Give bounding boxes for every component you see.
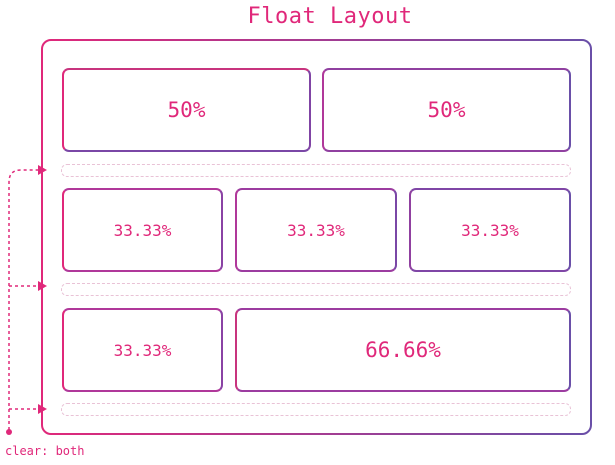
float-cell-50-left: 50% — [62, 68, 311, 152]
clear-origin-dot — [6, 429, 12, 435]
float-cell-33-d: 33.33% — [62, 308, 223, 392]
arrowhead-2 — [38, 281, 47, 291]
cell-label: 66.66% — [365, 338, 441, 362]
clear-connector — [8, 169, 42, 430]
clear-both-label: clear: both — [5, 444, 85, 458]
diagram-title: Float Layout — [247, 4, 413, 29]
cell-label: 33.33% — [461, 220, 519, 240]
float-cell-33-b: 33.33% — [235, 188, 397, 272]
float-cell-66: 66.66% — [235, 308, 571, 392]
cell-label: 50% — [427, 98, 466, 122]
arrowhead-3 — [38, 404, 47, 414]
clear-row-2 — [61, 283, 571, 296]
cell-label: 33.33% — [113, 340, 172, 360]
clear-row-1 — [61, 164, 571, 177]
cell-label: 50% — [167, 98, 206, 122]
arrowheads — [38, 165, 47, 414]
arrowhead-1 — [38, 165, 47, 175]
cell-label: 33.33% — [287, 220, 345, 240]
cell-label: 33.33% — [113, 220, 172, 240]
clear-row-3 — [61, 403, 571, 416]
float-cell-50-right: 50% — [322, 68, 571, 152]
container-frame — [41, 39, 592, 435]
float-cell-33-c: 33.33% — [409, 188, 571, 272]
float-cell-33-a: 33.33% — [62, 188, 223, 272]
clear-connector-vertical — [8, 169, 42, 430]
